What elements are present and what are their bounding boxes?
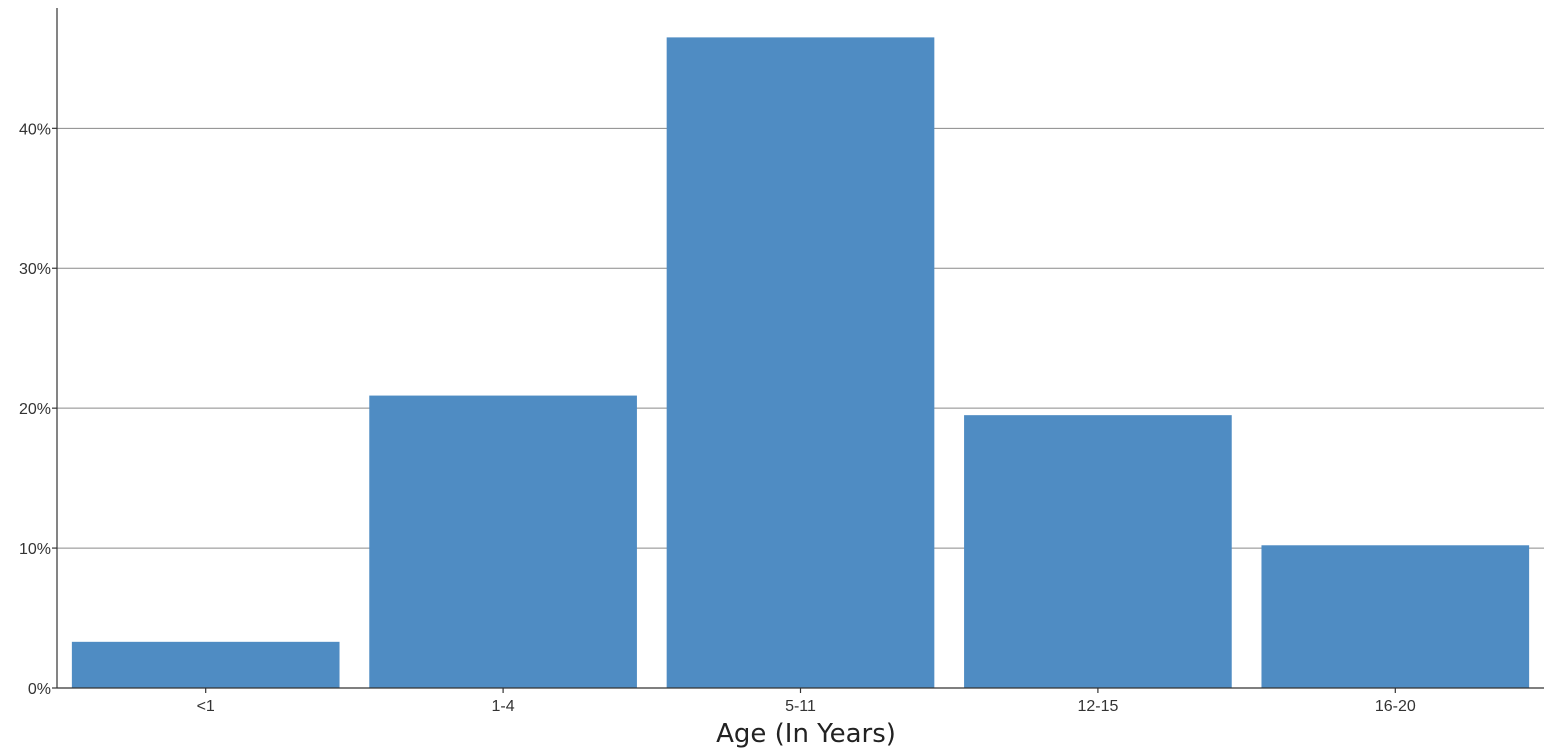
x-tick-label: 1-4 — [492, 698, 515, 715]
bar — [964, 415, 1232, 688]
y-tick-label: 30% — [19, 261, 51, 278]
x-axis-title: Age (In Years) — [716, 719, 896, 749]
y-tick-label: 10% — [19, 541, 51, 558]
x-tick-label: 5-11 — [785, 698, 816, 715]
y-tick-label: 40% — [19, 121, 51, 138]
bars — [71, 37, 1530, 689]
bar — [369, 395, 637, 688]
x-tick-label: 12-15 — [1077, 698, 1118, 715]
bar — [666, 37, 935, 689]
x-tick-label: <1 — [197, 698, 215, 715]
x-tick-label: 16-20 — [1375, 698, 1416, 715]
x-axis-ticks: <1 1-4 5-11 12-15 16-20 — [197, 688, 1416, 715]
bar — [71, 641, 340, 688]
y-axis-ticks: 0% 10% 20% 30% 40% — [19, 121, 57, 698]
bar — [1261, 545, 1530, 688]
y-tick-label: 20% — [19, 401, 51, 418]
y-tick-label: 0% — [28, 681, 51, 698]
